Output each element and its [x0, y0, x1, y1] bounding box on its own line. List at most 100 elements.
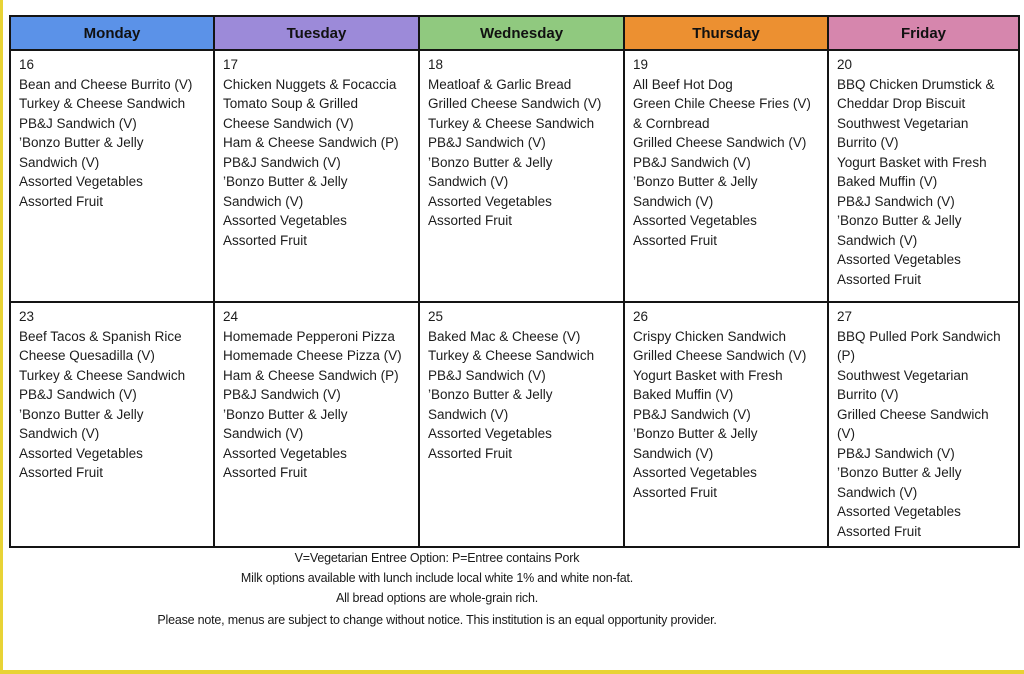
menu-item: Crispy Chicken Sandwich: [633, 328, 787, 344]
page-edge-left: [0, 0, 3, 674]
date-number: 17: [223, 57, 239, 72]
menu-item: Southwest Vegetarian Burrito (V): [837, 367, 969, 403]
menu-item: PB&J Sandwich (V): [633, 406, 751, 422]
day-cell: 26 Crispy Chicken Sandwich Grilled Cheese …: [623, 301, 829, 548]
menu-item: Assorted Fruit: [223, 232, 308, 248]
day-cell: 25 Baked Mac & Cheese (V) Turkey & Cheese …: [418, 301, 625, 548]
menu-item: Homemade Cheese Pizza (V): [223, 348, 402, 363]
menu-item: Assorted Fruit: [837, 523, 922, 539]
day-cell: 27 BBQ Pulled Pork Sandwich (P) Southwest …: [827, 301, 1020, 548]
date-number: 19: [633, 57, 649, 72]
menu-item: BBQ Pulled Pork Sandwich (P): [837, 328, 1001, 364]
menu-item: PB&J Sandwich (V): [633, 154, 751, 170]
menu-item: PB&J Sandwich (V): [19, 387, 137, 402]
menu-item: ’Bonzo Butter & Jelly Sandwich (V): [837, 465, 962, 500]
menu-item: Assorted Fruit: [19, 193, 104, 209]
date-number: 18: [428, 57, 444, 72]
menu-item: Assorted Fruit: [223, 465, 308, 480]
menu-item: ’Bonzo Butter & Jelly Sandwich (V): [223, 406, 348, 442]
menu-item: Assorted Vegetables: [223, 213, 347, 228]
day-cell: 17 Chicken Nuggets & Focaccia Tomato Soup …: [213, 49, 420, 303]
menu-item: Meatloaf & Garlic Bread: [428, 76, 572, 92]
date-number: 27: [837, 309, 853, 324]
week-row: 23 Beef Tacos & Spanish Rice Cheese Quesad…: [9, 301, 1020, 548]
day-cell: 20 BBQ Chicken Drumstick & Cheddar Drop B…: [827, 49, 1020, 303]
menu-item: PB&J Sandwich (V): [428, 135, 546, 150]
date-number: 24: [223, 309, 239, 324]
date-number: 25: [428, 309, 444, 324]
menu-item: PB&J Sandwich (V): [837, 445, 955, 461]
menu-item: Assorted Fruit: [633, 484, 718, 500]
day-header-friday: Friday: [827, 15, 1020, 51]
day-cell: 23 Beef Tacos & Spanish Rice Cheese Quesad…: [9, 301, 215, 548]
menu-item: Assorted Vegetables: [633, 465, 757, 480]
menu-item: Green Chile Cheese Fries (V) & Cornbread: [633, 96, 811, 131]
menu-item: Yogurt Basket with Fresh Baked Muffin (V…: [837, 154, 987, 190]
change-notice: Please note, menus are subject to change…: [157, 613, 717, 627]
menu-item: Assorted Vegetables: [428, 193, 552, 209]
day-header-monday: Monday: [9, 15, 215, 51]
menu-item: Cheese Quesadilla (V): [19, 348, 155, 363]
menu-item: Assorted Fruit: [428, 213, 513, 228]
menu-item: Grilled Cheese Sandwich (V): [428, 96, 602, 111]
menu-item: PB&J Sandwich (V): [19, 115, 137, 131]
day-header-tuesday: Tuesday: [213, 15, 420, 51]
menu-item: ’Bonzo Butter & Jelly Sandwich (V): [19, 135, 144, 170]
day-cell: 24 Homemade Pepperoni Pizza Homemade Chees…: [213, 301, 420, 548]
menu-item: Ham & Cheese Sandwich (P): [223, 367, 399, 383]
menu-item: Assorted Vegetables: [837, 504, 961, 519]
week-row: 16 Bean and Cheese Burrito (V) Turkey & Ch…: [9, 49, 1020, 303]
menu-item: Chicken Nuggets & Focaccia: [223, 76, 397, 92]
menu-item: Southwest Vegetarian Burrito (V): [837, 115, 969, 151]
menu-item: Assorted Vegetables: [223, 445, 347, 461]
menu-item: Assorted Fruit: [837, 271, 922, 287]
menu-item: Baked Mac & Cheese (V): [428, 328, 581, 344]
menu-item: ’Bonzo Butter & Jelly Sandwich (V): [428, 154, 553, 190]
menu-item: PB&J Sandwich (V): [428, 367, 546, 383]
menu-item: Grilled Cheese Sandwich (V): [633, 135, 807, 150]
legend-note: V=Vegetarian Entree Option: P=Entree con…: [294, 551, 580, 565]
menu-item: Grilled Cheese Sandwich (V): [837, 406, 989, 442]
page-edge-bottom: [0, 670, 1024, 674]
menu-item: Assorted Fruit: [428, 445, 513, 461]
menu-item: PB&J Sandwich (V): [223, 154, 341, 170]
date-number: 23: [19, 309, 35, 324]
menu-item: ’Bonzo Butter & Jelly Sandwich (V): [633, 426, 758, 461]
date-number: 16: [19, 57, 35, 72]
day-cell: 18 Meatloaf & Garlic Bread Grilled Cheese …: [418, 49, 625, 303]
menu-item: Yogurt Basket with Fresh Baked Muffin (V…: [633, 367, 783, 403]
menu-item: PB&J Sandwich (V): [837, 193, 955, 209]
menu-item: ’Bonzo Butter & Jelly Sandwich (V): [428, 387, 553, 422]
menu-item: Turkey & Cheese Sandwich: [19, 367, 186, 383]
menu-item: Bean and Cheese Burrito (V): [19, 76, 193, 92]
menu-item: ’Bonzo Butter & Jelly Sandwich (V): [837, 213, 962, 248]
menu-item: ’Bonzo Butter & Jelly Sandwich (V): [633, 174, 758, 209]
milk-note: Milk options available with lunch includ…: [240, 571, 634, 585]
menu-footnotes: V=Vegetarian Entree Option: P=Entree con…: [0, 548, 874, 630]
menu-item: Assorted Vegetables: [633, 213, 757, 228]
menu-item: All Beef Hot Dog: [633, 76, 733, 92]
menu-item: Assorted Vegetables: [19, 174, 143, 189]
bread-note: All bread options are whole-grain rich.: [335, 591, 539, 605]
date-number: 20: [837, 57, 853, 72]
menu-item: Beef Tacos & Spanish Rice: [19, 328, 182, 344]
menu-item: Assorted Vegetables: [19, 445, 143, 461]
menu-item: Tomato Soup & Grilled Cheese Sandwich (V…: [223, 96, 359, 131]
menu-item: Assorted Fruit: [19, 465, 104, 480]
menu-item: Homemade Pepperoni Pizza: [223, 328, 395, 344]
menu-item: Assorted Fruit: [633, 232, 718, 248]
day-cell: 16 Bean and Cheese Burrito (V) Turkey & Ch…: [9, 49, 215, 303]
menu-item: Turkey & Cheese Sandwich: [428, 348, 595, 363]
menu-item: BBQ Chicken Drumstick & Cheddar Drop Bis…: [837, 76, 995, 112]
menu-item: ’Bonzo Butter & Jelly Sandwich (V): [19, 406, 144, 442]
menu-item: Assorted Vegetables: [837, 252, 961, 267]
weekday-header-row: Monday Tuesday Wednesday Thursday Friday: [9, 15, 1020, 51]
menu-item: PB&J Sandwich (V): [223, 387, 341, 402]
menu-item: ’Bonzo Butter & Jelly Sandwich (V): [223, 174, 348, 209]
day-header-wednesday: Wednesday: [418, 15, 625, 51]
menu-item: Assorted Vegetables: [428, 426, 552, 441]
menu-item: Grilled Cheese Sandwich (V): [633, 348, 807, 363]
lunch-menu-calendar: Monday Tuesday Wednesday Thursday Friday 16 B…: [9, 15, 1020, 548]
day-header-thursday: Thursday: [623, 15, 829, 51]
date-number: 26: [633, 309, 649, 324]
